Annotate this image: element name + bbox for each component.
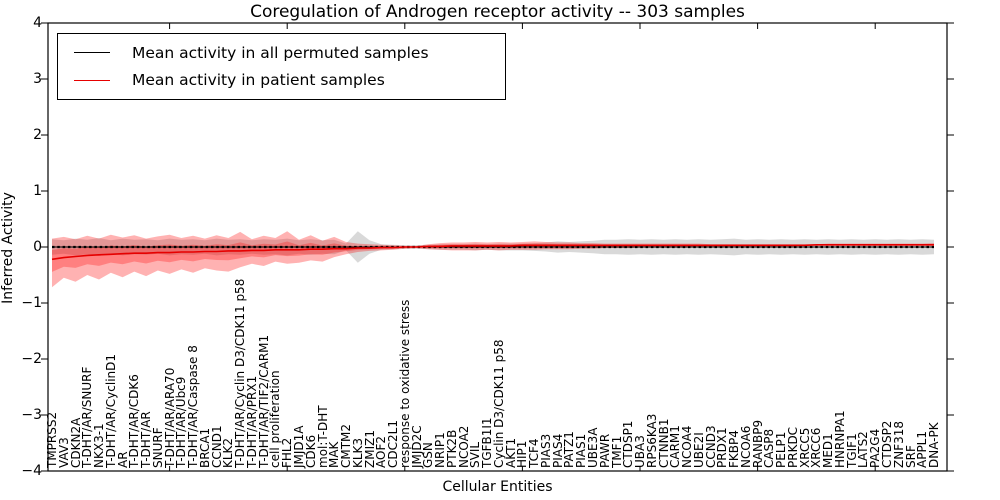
x-tick-label: NCOA6	[738, 425, 753, 468]
x-tick-label: PAWR	[597, 433, 612, 468]
y-tick-label: −4	[21, 463, 42, 479]
y-tick-label: −3	[21, 407, 42, 423]
legend-label-patient: Mean activity in patient samples	[132, 71, 385, 90]
legend: Mean activity in all permuted samples Me…	[57, 33, 506, 100]
legend-line-red-icon	[74, 79, 110, 81]
x-tick-label: VAV3	[56, 437, 71, 468]
chart-title: Coregulation of Androgen receptor activi…	[250, 2, 745, 22]
x-tick-label: SNURF	[150, 427, 165, 468]
x-tick-label: ZNF318	[891, 420, 906, 468]
x-tick-label: response to oxidative stress	[397, 299, 412, 468]
y-tick-label: 4	[33, 15, 42, 31]
x-tick-label: CDK6	[303, 434, 318, 468]
x-tick-label: UBE2I	[691, 432, 706, 468]
y-tick-label: −2	[21, 351, 42, 367]
x-tick-label: KLK3	[350, 437, 365, 468]
legend-item-permuted: Mean activity in all permuted samples	[74, 44, 505, 62]
y-tick-label: −1	[21, 295, 42, 311]
x-tick-label: T-DHT/AR/CyclinD1	[103, 353, 118, 468]
x-tick-label: DNA-PK	[927, 422, 941, 468]
y-tick-label: 3	[33, 71, 42, 87]
x-tick-label: RPS6KA3	[644, 413, 659, 468]
x-axis-label: Cellular Entities	[442, 479, 553, 495]
legend-label-permuted: Mean activity in all permuted samples	[132, 43, 429, 62]
y-tick-label: 2	[33, 127, 42, 143]
y-tick-label: 0	[33, 239, 42, 255]
legend-line-black-icon	[74, 52, 110, 54]
y-tick-label: 1	[33, 183, 42, 199]
x-tick-label: PTK2B	[444, 429, 459, 468]
legend-item-patient: Mean activity in patient samples	[74, 71, 505, 89]
